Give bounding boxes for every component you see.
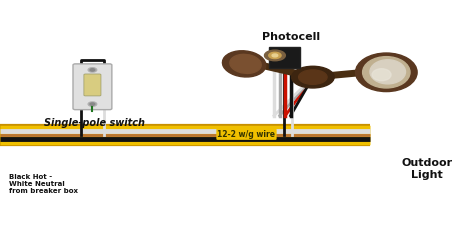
Text: Single-pole switch: Single-pole switch	[44, 118, 146, 128]
Ellipse shape	[356, 53, 417, 92]
Text: 12-2 w/g wire: 12-2 w/g wire	[218, 130, 275, 139]
Circle shape	[269, 52, 281, 59]
Circle shape	[90, 103, 95, 105]
Circle shape	[292, 66, 334, 88]
Ellipse shape	[370, 60, 405, 84]
FancyBboxPatch shape	[84, 74, 101, 96]
Ellipse shape	[230, 54, 261, 74]
Circle shape	[272, 54, 278, 57]
Ellipse shape	[222, 51, 266, 77]
Circle shape	[90, 69, 95, 71]
Ellipse shape	[372, 69, 391, 81]
Circle shape	[264, 50, 285, 61]
Circle shape	[88, 68, 97, 72]
Text: Black Hot -
White Neutral
from breaker box: Black Hot - White Neutral from breaker b…	[9, 174, 79, 194]
Text: Photocell: Photocell	[263, 32, 320, 42]
Circle shape	[299, 70, 327, 84]
FancyBboxPatch shape	[73, 64, 112, 110]
FancyBboxPatch shape	[269, 47, 300, 68]
Circle shape	[88, 102, 97, 106]
Text: Outdoor
Light: Outdoor Light	[401, 158, 452, 180]
Ellipse shape	[363, 57, 410, 88]
